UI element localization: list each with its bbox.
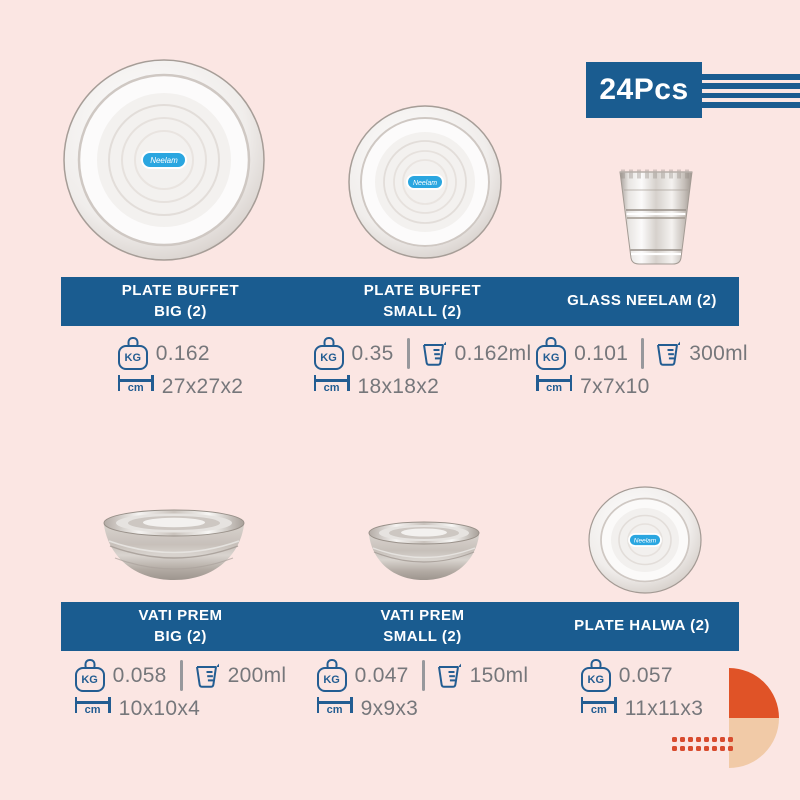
glass-neelam-image [618,166,694,271]
stripe [700,102,800,108]
dimension-cm-icon: cm [117,375,154,398]
dimensions-value: 9x9x3 [360,696,419,720]
vati-prem-small-image [366,520,482,595]
weight-kg-icon: KG [580,659,611,692]
specs-glass-neelam: KG 0.101 300ml [536,337,748,398]
vati-prem-big-image [101,508,247,595]
weight-kg-icon: KG [74,659,105,692]
decor-dot-grid [672,737,733,751]
volume-jug-icon [422,341,446,366]
brand-text: Neelam [150,156,178,165]
weight-kg-icon: KG [313,337,344,370]
dimensions-value: 11x11x3 [624,696,704,720]
product-name-vati-prem-big: VATI PREM BIG (2) [61,602,300,651]
name-line2: BIG (2) [154,302,207,320]
weight-value: 0.101 [574,341,629,365]
dimensions-value: 18x18x2 [357,374,440,398]
dimensions-value: 7x7x10 [580,374,650,398]
specs-plate-halwa: KG 0.057 cm 11x11x3 [545,659,739,720]
product-name-glass-neelam: GLASS NEELAM (2) [545,277,739,326]
specs-vati-prem-small: KG 0.047 150ml [300,659,545,720]
weight-value: 0.058 [112,663,167,687]
decor-quarter-circle-top [729,668,779,718]
volume-jug-icon [437,663,461,688]
weight-kg-icon: KG [117,337,148,370]
volume-jug-icon [195,663,219,688]
volume-value: 0.162ml [454,341,532,365]
name-bar-row1: PLATE BUFFET BIG (2) PLATE BUFFET SMALL … [61,277,739,326]
specs-plate-buffet-big: KG 0.162 cm 27x27x2 [61,337,300,398]
dimension-cm-icon: cm [74,697,111,720]
stripe [700,92,800,99]
spec-divider [421,660,425,691]
spec-divider [179,660,183,691]
stripe [700,83,800,89]
brand-pill [628,533,662,547]
decor-quarter-circle-bottom [729,718,779,768]
plate-buffet-big-image: Neelam [62,58,266,267]
brand-text: Neelam [413,180,437,187]
brand-text: Neelam [634,538,657,545]
dimensions-value: 27x27x2 [161,374,244,398]
piece-count-badge: 24Pcs [586,62,702,118]
weight-kg-icon: KG [316,659,347,692]
stripe [700,74,800,80]
name-line2: BIG (2) [154,627,207,645]
name-line2: SMALL (2) [383,302,462,320]
specs-plate-buffet-small: KG 0.35 0.162ml [300,337,545,398]
name-bar-row2: VATI PREM BIG (2) VATI PREM SMALL (2) PL… [61,602,739,651]
name-line1: PLATE BUFFET [121,282,240,300]
name-line2: SMALL (2) [383,627,462,645]
name-line1: VATI PREM [380,607,465,625]
product-name-plate-buffet-big: PLATE BUFFET BIG (2) [61,277,300,326]
dimension-cm-icon: cm [316,697,353,720]
volume-jug-icon [657,341,681,366]
product-name-plate-buffet-small: PLATE BUFFET SMALL (2) [300,277,545,326]
weight-value: 0.35 [351,341,394,365]
volume-value: 150ml [469,663,529,687]
dimension-cm-icon: cm [536,375,573,398]
weight-value: 0.057 [618,663,673,687]
name-line1: PLATE HALWA (2) [574,617,710,635]
volume-value: 200ml [227,663,287,687]
volume-value: 300ml [689,341,748,365]
weight-value: 0.047 [354,663,409,687]
product-name-vati-prem-small: VATI PREM SMALL (2) [300,602,545,651]
weight-value: 0.162 [155,341,210,365]
name-line1: PLATE BUFFET [363,282,482,300]
decor-stripes [700,74,800,112]
dimension-cm-icon: cm [313,375,350,398]
name-line1: GLASS NEELAM (2) [567,292,717,310]
brand-pill [141,151,187,169]
weight-kg-icon: KG [536,337,567,370]
spec-row2: KG 0.058 200ml [61,659,739,720]
spec-row1: KG 0.162 cm 27x27x2 [61,337,748,398]
plate-halwa-image: Neelam [586,486,704,599]
specs-vati-prem-big: KG 0.058 200ml [61,659,300,720]
spec-divider [641,338,645,369]
name-line1: VATI PREM [138,607,223,625]
spec-divider [406,338,410,369]
dimensions-value: 10x10x4 [118,696,201,720]
brand-pill [406,174,444,190]
weight-icon-body: KG [117,345,148,370]
dimension-cm-icon: cm [580,697,617,720]
plate-buffet-small-image: Neelam [347,104,503,265]
product-name-plate-halwa: PLATE HALWA (2) [545,602,739,651]
